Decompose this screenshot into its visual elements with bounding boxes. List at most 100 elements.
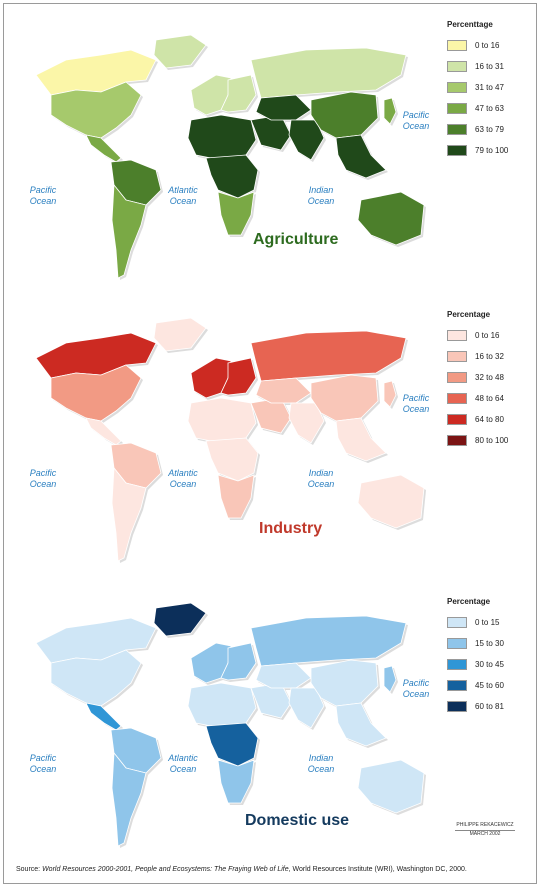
legend-item: 60 to 81	[447, 696, 537, 717]
ocean-label-pacific-right: Pacific Ocean	[402, 678, 430, 699]
region-europe-east	[220, 357, 257, 396]
map-panel-domestic: Pacific Ocean Atlantic Ocean Indian Ocean P…	[6, 588, 536, 868]
map-title-agriculture: Agriculture	[253, 231, 339, 248]
legend-item: 0 to 16	[447, 35, 537, 56]
ocean-label-pacific-right: Pacific Ocean	[402, 110, 430, 131]
credit-rule	[455, 830, 515, 831]
region-europe-east	[220, 74, 257, 113]
ocean-label-atlantic: Atlantic Ocean	[168, 468, 198, 489]
source-title: World Resources 2000-2001, People and Ec…	[42, 866, 289, 873]
ocean-label-pacific-right: Pacific Ocean	[402, 393, 430, 414]
legend-item: 15 to 30	[447, 633, 537, 654]
region-japan	[383, 380, 397, 408]
legend-swatch	[447, 701, 467, 712]
region-southeast-asia	[335, 417, 387, 462]
region-greenland	[153, 317, 207, 352]
ocean-label-atlantic: Atlantic Ocean	[168, 185, 198, 206]
region-europe-east	[220, 642, 257, 681]
region-north-america-north	[35, 332, 157, 379]
legend-label: 0 to 16	[475, 41, 500, 50]
region-north-africa	[187, 114, 257, 161]
legend-swatch	[447, 659, 467, 670]
legend-item: 48 to 64	[447, 388, 537, 409]
region-greenland	[153, 602, 207, 637]
legend-label: 0 to 16	[475, 331, 500, 340]
legend-item: 64 to 80	[447, 409, 537, 430]
legend-swatch	[447, 330, 467, 341]
world-map-industry	[35, 317, 426, 563]
legend-swatch	[447, 638, 467, 649]
legend-item: 16 to 31	[447, 56, 537, 77]
legend-label: 31 to 47	[475, 83, 504, 92]
legend-label: 79 to 100	[475, 146, 509, 155]
map-title-industry: Industry	[259, 520, 323, 537]
region-africa-south	[217, 474, 255, 519]
legend-swatch	[447, 351, 467, 362]
map-panel-industry: Pacific Ocean Atlantic Ocean Indian Ocean P…	[6, 303, 536, 583]
legend-label: 45 to 60	[475, 681, 504, 690]
ocean-label-indian: Indian Ocean	[307, 753, 335, 774]
legend-label: 80 to 100	[475, 436, 509, 445]
legend-title: Percentage	[447, 597, 491, 606]
region-north-america-south	[50, 649, 142, 707]
legend-label: 16 to 32	[475, 352, 504, 361]
legend-label: 60 to 81	[475, 702, 504, 711]
map-panel-agriculture: Pacific Ocean Atlantic Ocean Indian Ocean P…	[6, 20, 536, 300]
region-central-america	[85, 702, 122, 731]
region-north-africa	[187, 682, 257, 729]
region-russia	[250, 330, 407, 382]
region-southeast-asia	[335, 134, 387, 179]
region-south-america-south	[111, 751, 147, 847]
world-map-agriculture	[35, 34, 426, 280]
legend-item: 0 to 15	[447, 612, 537, 633]
legend-swatch	[447, 61, 467, 72]
legend-item: 32 to 48	[447, 367, 537, 388]
region-australia	[357, 191, 425, 246]
legend-domestic: Percentage 0 to 15 15 to 30 30 to 45 45 to 6…	[447, 597, 537, 717]
legend-agriculture: Percenttage 0 to 16 16 to 31 31 to 47 47 to …	[447, 20, 537, 161]
legend-swatch	[447, 40, 467, 51]
legend-industry: Percentage 0 to 16 16 to 32 32 to 48 48 to 6…	[447, 310, 537, 451]
legend-swatch	[447, 145, 467, 156]
region-australia	[357, 759, 425, 814]
region-central-america	[85, 134, 122, 163]
legend-item: 80 to 100	[447, 430, 537, 451]
legend-title: Percenttage	[447, 20, 493, 29]
ocean-label-pacific-left: Pacific Ocean	[29, 185, 57, 206]
legend-label: 0 to 15	[475, 618, 500, 627]
region-africa-central	[205, 154, 259, 199]
region-north-america-north	[35, 617, 157, 664]
region-africa-south	[217, 759, 255, 804]
legend-item: 31 to 47	[447, 77, 537, 98]
legend-swatch	[447, 617, 467, 628]
legend-label: 32 to 48	[475, 373, 504, 382]
legend-title: Percentage	[447, 310, 491, 319]
region-central-america	[85, 417, 122, 446]
region-north-africa	[187, 397, 257, 444]
legend-item: 16 to 32	[447, 346, 537, 367]
legend-swatch	[447, 124, 467, 135]
ocean-label-pacific-left: Pacific Ocean	[29, 468, 57, 489]
legend-item: 45 to 60	[447, 675, 537, 696]
region-africa-central	[205, 437, 259, 482]
credit-date: MARCH 2002	[469, 831, 501, 837]
region-russia	[250, 615, 407, 667]
region-africa-central	[205, 722, 259, 767]
legend-item: 63 to 79	[447, 119, 537, 140]
legend-swatch	[447, 372, 467, 383]
legend-swatch	[447, 414, 467, 425]
legend-swatch	[447, 393, 467, 404]
region-africa-south	[217, 191, 255, 236]
legend-swatch	[447, 680, 467, 691]
legend-item: 30 to 45	[447, 654, 537, 675]
legend-label: 30 to 45	[475, 660, 504, 669]
ocean-label-indian: Indian Ocean	[307, 185, 335, 206]
region-north-america-north	[35, 49, 157, 96]
credit-name: PHILIPPE REKACEWICZ	[456, 822, 514, 828]
region-greenland	[153, 34, 207, 69]
world-map-domestic	[35, 602, 426, 848]
source-note: Source: World Resources 2000-2001, Peopl…	[16, 866, 467, 873]
ocean-label-pacific-left: Pacific Ocean	[29, 753, 57, 774]
legend-swatch	[447, 103, 467, 114]
region-southeast-asia	[335, 702, 387, 747]
